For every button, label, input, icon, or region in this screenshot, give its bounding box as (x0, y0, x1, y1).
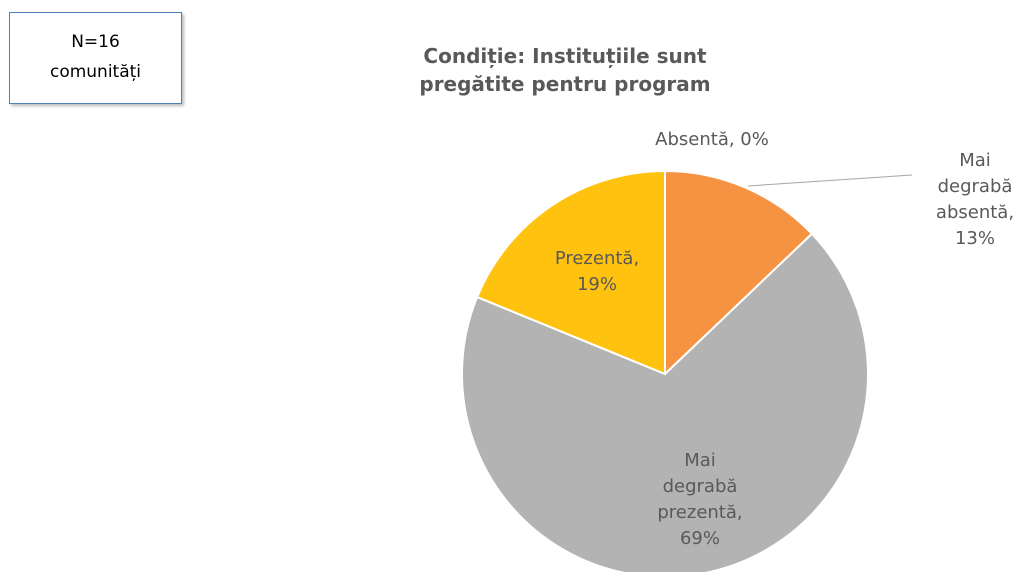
pie-slice (664, 169, 814, 377)
leader-line (747, 174, 913, 187)
pie-slice (461, 232, 869, 572)
note-line: comunități (49, 62, 142, 82)
note-line: N=16 (71, 32, 120, 52)
note-box: N=16 comunități (9, 12, 182, 104)
data-label: Absentă, 0% (655, 129, 769, 150)
data-label: Prezentă, 19% (554, 248, 640, 295)
chart-title: Condiție: Instituțiile sunt pregătite pe… (419, 44, 711, 96)
data-label: Mai degrabă prezentă, 69% (657, 450, 743, 549)
data-label: Mai degrabă absentă, 13% (935, 150, 1013, 249)
pie-slice (475, 169, 666, 376)
